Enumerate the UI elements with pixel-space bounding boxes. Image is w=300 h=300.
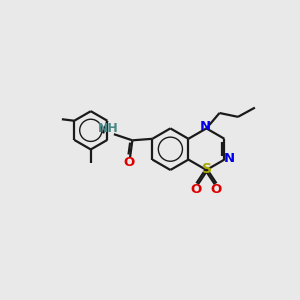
Text: S: S <box>202 162 212 176</box>
Text: O: O <box>123 156 134 169</box>
Text: O: O <box>191 183 202 196</box>
Text: N: N <box>200 120 211 134</box>
Text: O: O <box>211 183 222 196</box>
Text: NH: NH <box>98 122 119 135</box>
Text: N: N <box>224 152 235 165</box>
